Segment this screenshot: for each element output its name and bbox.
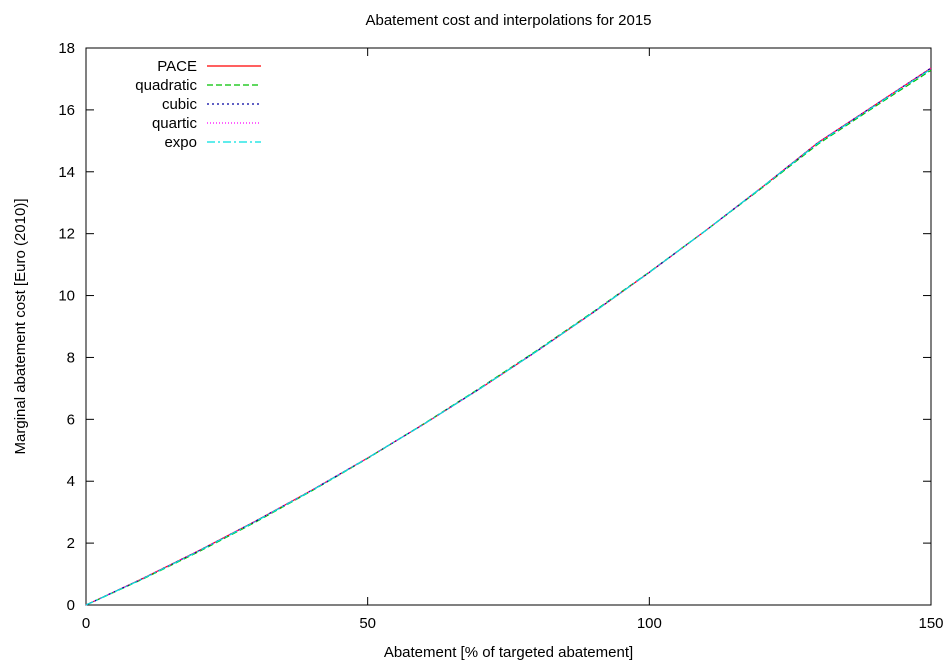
legend-label-pace: PACE	[157, 58, 197, 75]
plot-frame	[85, 47, 932, 606]
legend-label-cubic: cubic	[162, 96, 198, 113]
series-line-quartic	[85, 67, 932, 606]
series-line-expo	[85, 68, 932, 606]
x-axis-label: Abatement [% of targeted abatement]	[384, 644, 633, 661]
y-tick-label: 10	[58, 288, 75, 305]
series-line-cubic	[85, 67, 932, 606]
legend-label-quartic: quartic	[152, 115, 198, 132]
y-tick-label: 8	[67, 349, 75, 366]
series-line-pace	[85, 67, 932, 606]
y-tick-label: 6	[67, 411, 75, 428]
x-tick-label: 150	[918, 615, 943, 632]
y-tick-label: 18	[58, 40, 75, 57]
y-axis-label: Marginal abatement cost [Euro (2010)]	[12, 199, 29, 455]
x-tick-label: 100	[637, 615, 662, 632]
x-tick-label: 50	[359, 615, 376, 632]
series-line-quadratic	[85, 69, 932, 606]
y-tick-label: 4	[67, 473, 75, 490]
y-tick-label: 0	[67, 597, 75, 614]
y-tick-label: 16	[58, 102, 75, 119]
y-tick-label: 2	[67, 535, 75, 552]
plot-area: 0 50 100 150 0 2 4 6 8 10 12 14 16 18 PACE quadratic cub…	[58, 40, 943, 632]
legend-label-quadratic: quadratic	[135, 77, 197, 94]
y-tick-label: 14	[58, 164, 75, 181]
legend-label-expo: expo	[164, 134, 197, 151]
chart-title: Abatement cost and interpolations for 20…	[365, 12, 651, 29]
x-tick-label: 0	[82, 615, 90, 632]
y-tick-label: 12	[58, 226, 75, 243]
